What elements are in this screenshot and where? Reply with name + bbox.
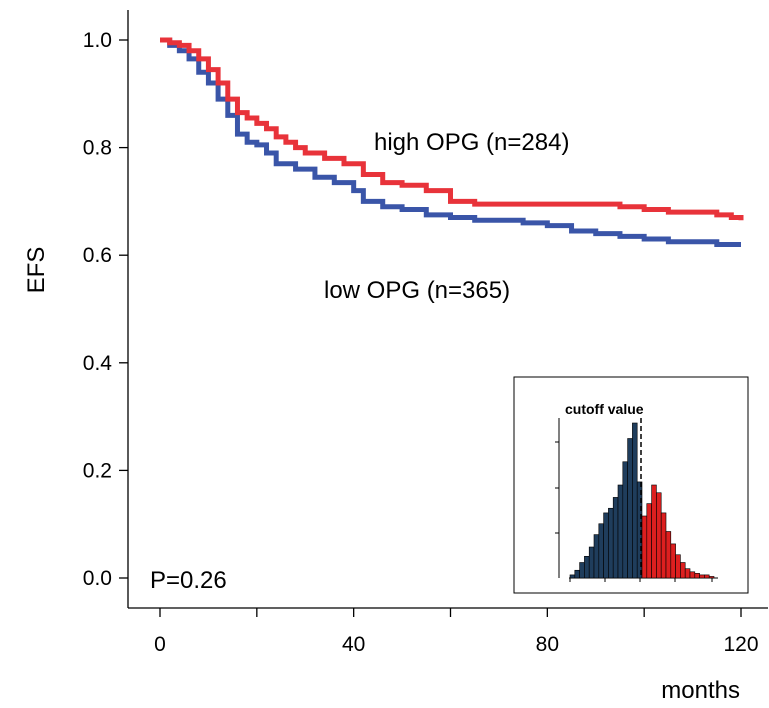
histogram-bar <box>584 555 590 579</box>
histogram-bar <box>603 512 609 579</box>
histogram-bar <box>632 422 638 579</box>
histogram-bar <box>641 515 648 579</box>
histogram-bar <box>708 576 715 579</box>
histogram-bar <box>689 571 696 579</box>
histogram-bar <box>646 503 652 579</box>
histogram-inset: cutoff value <box>513 376 749 594</box>
histogram-bar <box>569 574 576 579</box>
histogram-bar <box>588 546 595 579</box>
histogram-bar <box>608 507 614 579</box>
histogram-bar <box>665 531 672 579</box>
histogram-bar <box>593 534 600 579</box>
y-tick-label: 0.8 <box>83 137 112 160</box>
x-tick-label: 80 <box>536 633 559 656</box>
low-opg-label: low OPG (n=365) <box>324 277 510 304</box>
cutoff-value-label: cutoff value <box>565 401 644 417</box>
high-opg-curve <box>160 37 744 221</box>
histogram-bar <box>612 497 619 579</box>
p-value-label: P=0.26 <box>150 567 227 594</box>
histogram-bar <box>670 543 676 579</box>
histogram-bar <box>574 569 580 579</box>
histogram-bar <box>627 438 633 579</box>
histogram-bar <box>675 554 681 579</box>
x-tick-label: 0 <box>154 633 166 656</box>
histogram-bar <box>617 484 624 579</box>
y-tick-label: 0.6 <box>83 244 112 267</box>
x-axis-title: months <box>661 677 740 703</box>
histogram-bar <box>598 523 604 579</box>
y-axis-title: EFS <box>23 247 50 294</box>
histogram-bar <box>660 512 667 579</box>
y-tick-label: 0.4 <box>83 352 113 375</box>
histogram-bar <box>694 573 700 579</box>
y-tick-label: 1.0 <box>83 29 112 52</box>
x-tick-label: 120 <box>723 633 758 656</box>
histogram-bar <box>680 562 686 579</box>
histogram-bar <box>684 568 691 579</box>
histogram-bar <box>651 484 657 579</box>
histogram-bar <box>622 461 628 579</box>
y-tick-label: 0.2 <box>83 459 112 482</box>
x-tick-label: 40 <box>342 633 365 656</box>
histogram-bar <box>704 574 710 579</box>
histogram-bar <box>699 574 705 579</box>
high-opg-label: high OPG (n=284) <box>374 129 569 156</box>
y-tick-label: 0.0 <box>83 567 112 590</box>
histogram-bar <box>656 492 662 579</box>
low-opg-curve <box>160 37 741 247</box>
histogram-bar <box>579 562 585 579</box>
